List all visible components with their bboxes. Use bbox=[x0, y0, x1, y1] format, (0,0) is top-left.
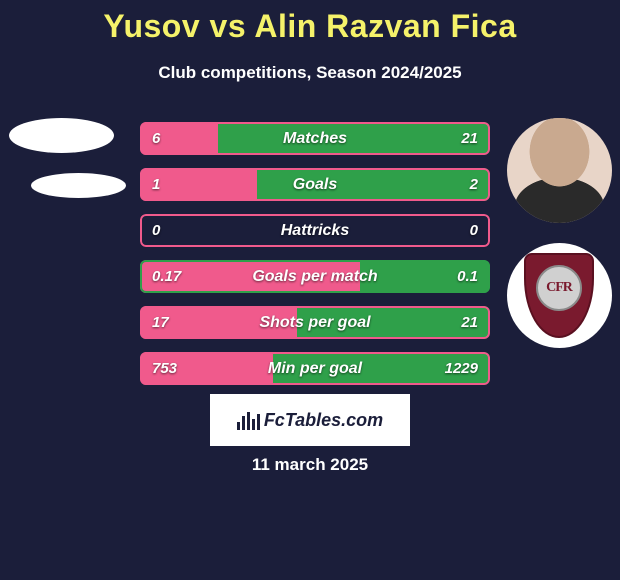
stat-label: Goals per match bbox=[140, 260, 490, 293]
shield-icon: CFR bbox=[519, 248, 599, 343]
right-player-avatar bbox=[507, 118, 612, 223]
stat-label: Matches bbox=[140, 122, 490, 155]
right-player-column: CFR bbox=[504, 118, 614, 368]
stat-row: 00Hattricks bbox=[140, 214, 490, 247]
page-subtitle: Club competitions, Season 2024/2025 bbox=[0, 63, 620, 83]
stat-label: Goals bbox=[140, 168, 490, 201]
stat-row: 7531229Min per goal bbox=[140, 352, 490, 385]
club-abbrev: CFR bbox=[546, 280, 572, 296]
stat-label: Shots per goal bbox=[140, 306, 490, 339]
player-silhouette-icon bbox=[507, 118, 612, 223]
mini-bar bbox=[247, 412, 250, 430]
mini-bar bbox=[257, 414, 260, 430]
stat-row: 0.170.1Goals per match bbox=[140, 260, 490, 293]
page-title: Yusov vs Alin Razvan Fica bbox=[0, 0, 620, 45]
left-player-avatar bbox=[9, 118, 114, 153]
stat-label: Min per goal bbox=[140, 352, 490, 385]
comparison-bars: 621Matches 12Goals 00Hattricks 0.170.1Goals… bbox=[140, 122, 490, 398]
brand-chart-icon bbox=[237, 410, 260, 430]
left-player-column bbox=[6, 118, 116, 198]
mini-bar bbox=[252, 419, 255, 430]
stat-row: 1721Shots per goal bbox=[140, 306, 490, 339]
date-text: 11 march 2025 bbox=[0, 455, 620, 475]
mini-bar bbox=[242, 416, 245, 430]
stat-row: 621Matches bbox=[140, 122, 490, 155]
left-club-badge bbox=[31, 173, 126, 198]
right-club-badge: CFR bbox=[507, 243, 612, 348]
stat-label: Hattricks bbox=[140, 214, 490, 247]
brand-text: FcTables.com bbox=[264, 410, 383, 431]
brand-box[interactable]: FcTables.com bbox=[210, 394, 410, 446]
stat-row: 12Goals bbox=[140, 168, 490, 201]
mini-bar bbox=[237, 422, 240, 430]
